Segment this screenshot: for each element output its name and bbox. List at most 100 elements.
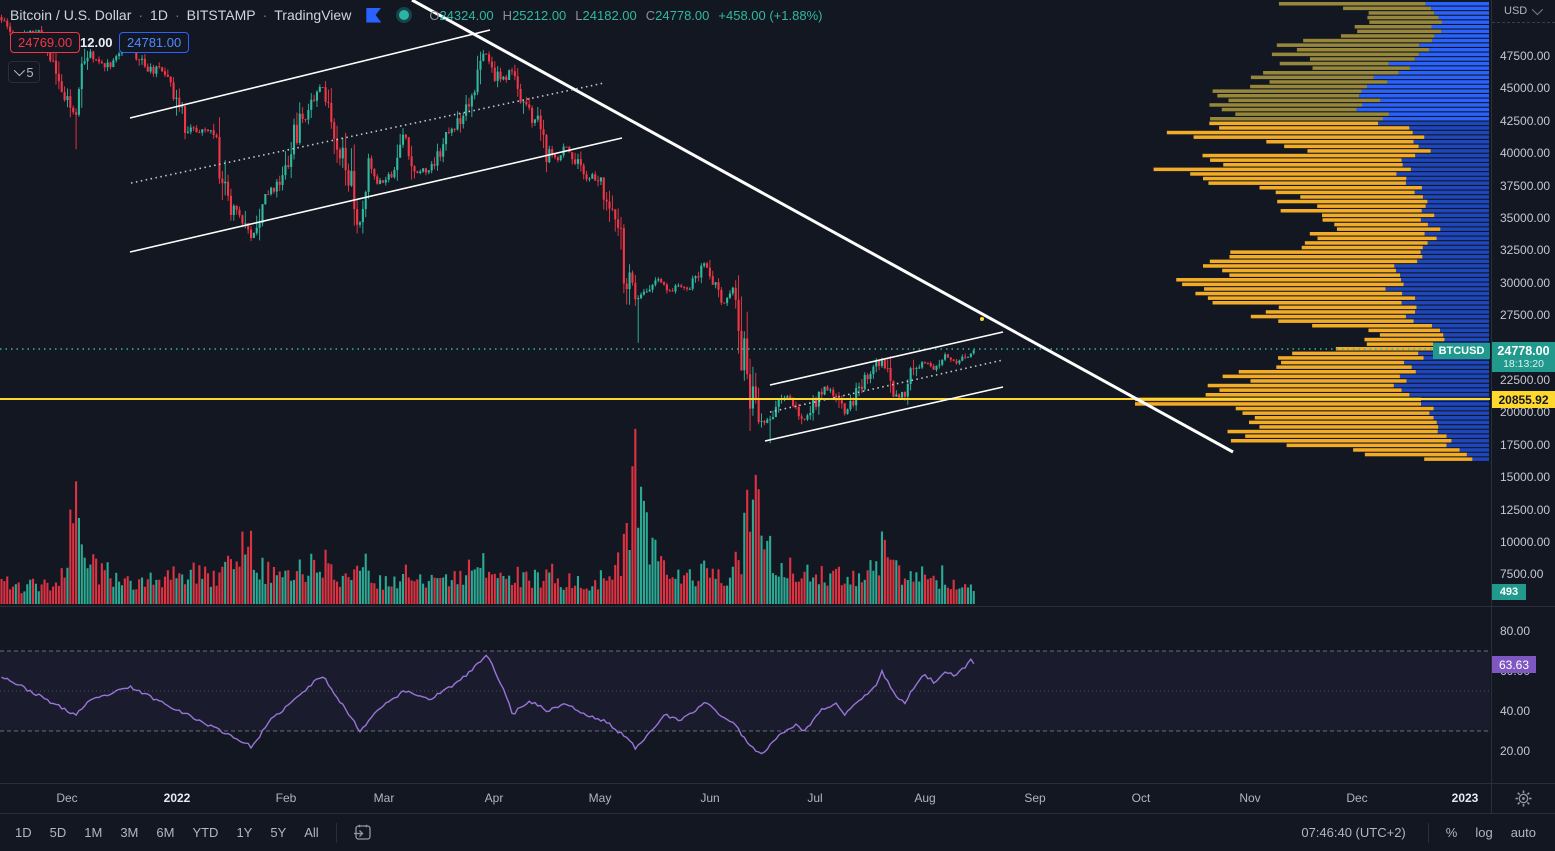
price-axis-label: 35000.00 (1500, 211, 1551, 225)
price-axis-label: 37500.00 (1500, 179, 1551, 193)
bottom-toolbar: 1D 5D 1M 3M 6M YTD 1Y 5Y All 07:46:40 (UTC+2) % … (0, 814, 1555, 851)
rsi-pane[interactable] (0, 607, 1490, 783)
major-downtrend-trendline[interactable] (411, 0, 1234, 454)
price-axis[interactable]: USD 47500.00 45000.00 42500.00 40000.00 3750… (1492, 0, 1555, 783)
range-button-ytd[interactable]: YTD (192, 825, 219, 840)
axis-settings-cell[interactable] (1492, 784, 1555, 813)
ohlc-item: O24324.00 (429, 7, 494, 23)
clock-label[interactable]: 07:46:40 (UTC+2) (1301, 825, 1406, 840)
toolbar-right-group: 07:46:40 (UTC+2) % log auto (1301, 821, 1545, 844)
separator-dot: · (138, 7, 144, 23)
price-axis-label: 22500.00 (1500, 373, 1551, 387)
divider (335, 822, 337, 843)
range-button-5y[interactable]: 5Y (270, 825, 287, 840)
volume-value-label: 493 (1492, 584, 1526, 600)
time-axis-label: Aug (914, 791, 936, 805)
bar-countdown: 18:13:20 (1503, 358, 1544, 370)
price-axis-label: 30000.00 (1500, 276, 1551, 290)
symbol-price-tag: BTCUSD (1433, 343, 1490, 359)
date-range-switcher: 1D 5D 1M 3M 6M YTD 1Y 5Y All (6, 821, 328, 844)
price-flag-red[interactable]: 24769.00 (10, 32, 81, 53)
symbol-title[interactable]: Bitcoin / U.S. Dollar (10, 7, 132, 23)
price-axis-label: 17500.00 (1500, 438, 1551, 452)
time-axis-label: Feb (275, 791, 297, 805)
range-button-1m[interactable]: 1M (84, 825, 103, 840)
time-axis-label: Jul (807, 791, 823, 805)
calendar-arrow-icon (353, 824, 371, 840)
rsi-line (1, 654, 975, 755)
rsi-value-label: 63.63 (1492, 656, 1536, 673)
time-axis-label: Dec (56, 791, 78, 805)
gear-icon[interactable] (1515, 790, 1532, 807)
upper-channel-top-trendline[interactable] (129, 29, 491, 119)
minor-channel-mid-trendline[interactable] (769, 359, 1004, 413)
rsi-axis-label: 20.00 (1500, 744, 1531, 758)
price-axis-label: 12500.00 (1500, 503, 1551, 517)
price-axis-label: 20000.00 (1500, 405, 1551, 419)
price-axis-label: 42500.00 (1500, 114, 1551, 128)
main-chart-pane[interactable] (0, 0, 1490, 606)
price-axis-label: 7500.00 (1500, 567, 1544, 581)
ohlc-item: H25212.00 (502, 7, 567, 23)
rsi-axis-label: 80.00 (1500, 624, 1531, 638)
log-scale-button[interactable]: log (1475, 825, 1493, 840)
time-axis-border (0, 783, 1555, 784)
platform-label: TradingView (274, 7, 352, 23)
time-axis-label: Nov (1239, 791, 1261, 805)
separator-dot: · (174, 7, 180, 23)
price-axis-label: 45000.00 (1500, 81, 1551, 95)
minor-channel-top-trendline[interactable] (769, 331, 1004, 386)
rsi-axis-label: 40.00 (1500, 704, 1531, 718)
chevron-down-icon (1531, 3, 1544, 16)
price-axis-label: 47500.00 (1500, 49, 1551, 63)
ohlc-item: L24182.00 (575, 7, 637, 23)
auto-scale-button[interactable]: auto (1510, 825, 1536, 840)
exchange-label: BITSTAMP (186, 7, 256, 23)
percent-scale-button[interactable]: % (1445, 825, 1458, 840)
price-axis-label: 32500.00 (1500, 243, 1551, 257)
change-label: +458.00 (+1.88%) (718, 7, 823, 23)
range-button-6m[interactable]: 6M (156, 825, 175, 840)
range-button-1d[interactable]: 1D (15, 825, 32, 840)
time-axis-label: Sep (1024, 791, 1046, 805)
time-axis-label: Oct (1131, 791, 1151, 805)
status-dot-icon[interactable] (396, 7, 413, 23)
range-button-3m[interactable]: 3M (120, 825, 139, 840)
volume-profile (1135, 2, 1489, 461)
price-axis-label: 15000.00 (1500, 470, 1551, 484)
divider (1427, 822, 1429, 843)
price-axis-label: 10000.00 (1500, 535, 1551, 549)
currency-dropdown[interactable]: USD (1492, 0, 1555, 23)
chart-legend: Bitcoin / U.S. Dollar · 1D · BITSTAMP · … (10, 7, 822, 23)
time-axis-label: May (588, 791, 612, 805)
anchor-dot[interactable] (980, 317, 984, 321)
object-tree-collapse-button[interactable]: 5 (8, 61, 40, 83)
upper-channel-bottom-trendline[interactable] (129, 137, 623, 253)
go-to-date-button[interactable] (345, 824, 380, 841)
drawings (0, 0, 1490, 454)
price-flag-blue[interactable]: 24781.00 (119, 32, 190, 53)
separator-dot: · (262, 7, 268, 23)
upper-channel-mid-trendline[interactable] (130, 82, 605, 184)
pane-separator[interactable] (0, 606, 1555, 607)
volume-bars (0, 428, 975, 604)
ohlc-item: C24778.00 (645, 7, 710, 23)
price-axis-border (1491, 0, 1492, 813)
price-axis-label: 27500.00 (1500, 308, 1551, 322)
range-button-1y[interactable]: 1Y (236, 825, 253, 840)
time-axis-label: Jun (700, 791, 720, 805)
range-button-all[interactable]: All (304, 825, 319, 840)
flag-icon[interactable] (366, 7, 382, 23)
time-axis-label: Dec (1346, 791, 1368, 805)
last-price-label: 24778.00 18:13:20 (1492, 342, 1555, 372)
time-axis-label: Mar (373, 791, 395, 805)
range-button-5d[interactable]: 5D (49, 825, 67, 840)
toolbar-border (0, 813, 1555, 814)
time-axis-label: Apr (484, 791, 504, 805)
price-axis-label: 40000.00 (1500, 146, 1551, 160)
minor-channel-bottom-trendline[interactable] (764, 386, 1004, 442)
time-axis[interactable]: Dec 2022 Feb Mar Apr May Jun Jul Aug Sep Oct Nov Dec… (0, 784, 1490, 813)
interval-label[interactable]: 1D (150, 7, 168, 23)
poc-price-label: 20855.92 (1492, 391, 1555, 408)
